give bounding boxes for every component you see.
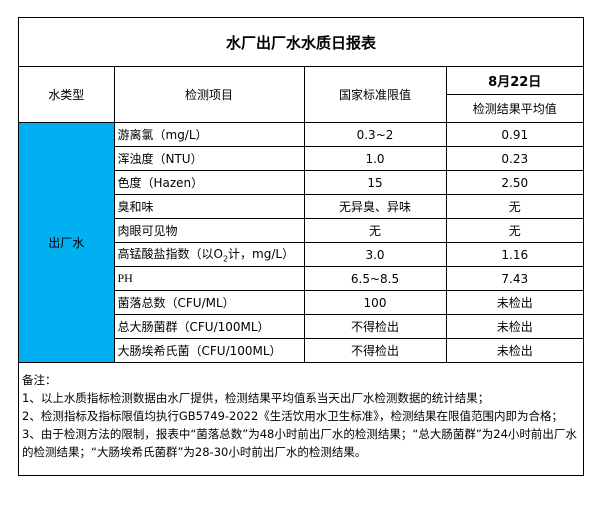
item-cell: 高锰酸盐指数（以O2计，mg/L） xyxy=(114,242,305,267)
result-cell: 2.50 xyxy=(445,170,583,195)
standard-cell: 无 xyxy=(303,218,447,243)
notes-section: 备注： 1、以上水质指标检测数据由水厂提供，检测结果平均值系当天出厂水检测数据的… xyxy=(19,363,583,475)
table-row: PH 6.5~8.5 7.43 xyxy=(19,266,583,291)
standard-cell: 3.0 xyxy=(303,242,447,267)
subscript: 2 xyxy=(222,254,229,264)
header-result: 检测结果平均值 xyxy=(446,94,583,123)
standard-cell: 15 xyxy=(303,170,447,195)
item-cell: 游离氯（mg/L） xyxy=(113,122,305,147)
note-item: 2、检测指标及指标限值均执行GB5749-2022《生活饮用水卫生标准》，检测结… xyxy=(22,409,564,423)
standard-cell: 无异臭、异味 xyxy=(303,194,447,219)
table-row: 浑浊度（NTU） 1.0 0.23 xyxy=(19,146,583,171)
result-cell: 未检出 xyxy=(445,338,583,363)
result-cell: 1.16 xyxy=(445,242,583,267)
result-cell: 0.91 xyxy=(445,122,583,147)
table-row: 肉眼可见物 无 无 xyxy=(19,218,583,243)
water-quality-report: 水厂出厂水水质日报表 水类型 检测项目 国家标准限值 8月22日 检测结果平均值… xyxy=(18,17,584,476)
report-title: 水厂出厂水水质日报表 xyxy=(19,18,583,67)
notes-heading: 备注： xyxy=(22,373,57,387)
header-standard: 国家标准限值 xyxy=(303,66,447,123)
item-cell: 色度（Hazen） xyxy=(114,170,305,195)
result-cell: 无 xyxy=(445,218,583,243)
water-type-cell: 出厂水 xyxy=(19,122,115,363)
table-row: 菌落总数（CFU/ML） 100 未检出 xyxy=(19,290,583,315)
standard-cell: 1.0 xyxy=(303,146,447,171)
item-cell: 大肠埃希氏菌（CFU/100ML） xyxy=(114,338,305,363)
table-row: 色度（Hazen） 15 2.50 xyxy=(19,170,583,195)
note-item: 3、由于检测方法的限制，报表中“菌落总数”为48小时前出厂水的检测结果；“总大肠… xyxy=(22,427,577,459)
report-table: 水厂出厂水水质日报表 水类型 检测项目 国家标准限值 8月22日 检测结果平均值… xyxy=(19,18,583,363)
item-text: 高锰酸盐指数（以O xyxy=(117,247,223,262)
result-cell: 无 xyxy=(445,194,583,219)
item-cell: 臭和味 xyxy=(114,194,305,219)
result-cell: 未检出 xyxy=(445,290,583,315)
item-text: 计，mg/L） xyxy=(228,247,295,262)
header-item: 检测项目 xyxy=(113,66,305,123)
standard-cell: 100 xyxy=(303,290,447,315)
item-cell: 菌落总数（CFU/ML） xyxy=(114,290,305,315)
item-cell: 浑浊度（NTU） xyxy=(114,146,305,171)
item-cell: PH xyxy=(114,266,305,291)
standard-cell: 不得检出 xyxy=(303,314,447,339)
result-cell: 未检出 xyxy=(445,314,583,339)
standard-cell: 不得检出 xyxy=(303,338,447,363)
header-water-type: 水类型 xyxy=(19,66,115,123)
table-row: 出厂水 游离氯（mg/L） 0.3~2 0.91 xyxy=(19,122,583,363)
table-row: 总大肠菌群（CFU/100ML） 不得检出 未检出 xyxy=(19,314,583,339)
note-item: 1、以上水质指标检测数据由水厂提供，检测结果平均值系当天出厂水检测数据的统计结果… xyxy=(22,391,490,405)
header-date: 8月22日 xyxy=(445,66,583,95)
standard-cell: 0.3~2 xyxy=(303,122,447,147)
result-cell: 0.23 xyxy=(445,146,583,171)
item-cell: 肉眼可见物 xyxy=(114,218,305,243)
item-cell: 总大肠菌群（CFU/100ML） xyxy=(114,314,305,339)
table-row: 大肠埃希氏菌（CFU/100ML） 不得检出 未检出 xyxy=(19,338,583,363)
result-cell: 7.43 xyxy=(445,266,583,291)
standard-cell: 6.5~8.5 xyxy=(303,266,447,291)
